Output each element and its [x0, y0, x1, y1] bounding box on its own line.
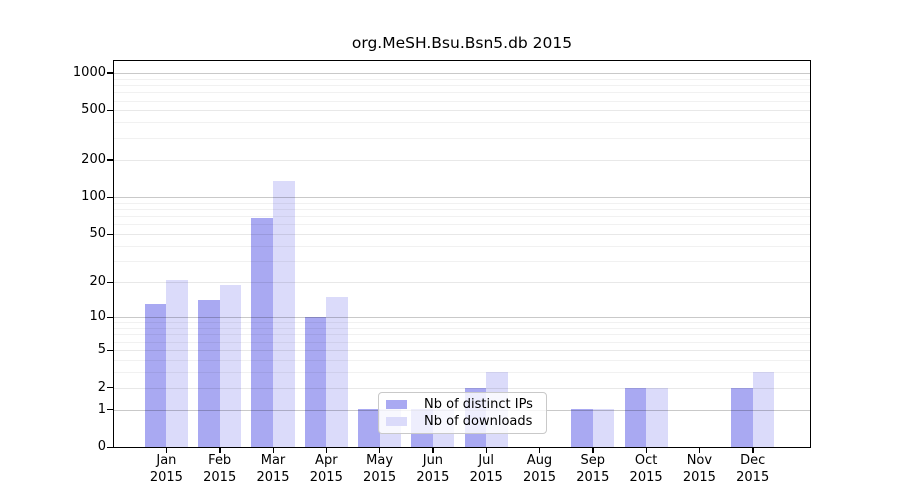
gridline [114, 371, 810, 373]
x-tick-mark [485, 448, 488, 453]
y-tick-mark [107, 109, 113, 112]
gridline [114, 84, 810, 86]
gridline [114, 261, 810, 262]
gridline [114, 100, 810, 102]
gridline [114, 359, 810, 361]
bar-downloads-jan [166, 279, 188, 447]
x-tick-mark [165, 448, 168, 453]
y-tick-label: 5 [97, 342, 106, 357]
chart-title: org.MeSH.Bsu.Bsn5.db 2015 [351, 34, 573, 52]
x-tick-label: Sep 2015 [576, 453, 610, 485]
bar-downloads-sep [592, 409, 615, 447]
y-tick-mark [107, 196, 113, 198]
bar-downloads-dec [752, 371, 775, 447]
x-tick-mark [379, 448, 381, 453]
bar-ips-may [358, 409, 380, 447]
y-tick-mark [107, 159, 113, 161]
y-tick-label: 200 [81, 151, 106, 167]
gridline [114, 137, 810, 139]
bar-ips-oct [624, 387, 647, 447]
x-tick-label: Jun 2015 [416, 453, 450, 485]
gridline [114, 282, 810, 284]
x-tick-mark [272, 448, 274, 453]
y-tick-mark [107, 233, 113, 235]
y-tick-label: 500 [81, 102, 106, 118]
legend-label-distinct-ips: Nb of distinct IPs [424, 397, 533, 412]
y-tick-label: 50 [89, 226, 106, 242]
gridline [114, 122, 810, 124]
gridline [114, 78, 810, 80]
legend-swatch-distinct-ips [386, 400, 407, 409]
x-tick-label: Mar 2015 [256, 453, 290, 485]
gridline [114, 159, 810, 161]
gridlines-layer [114, 61, 810, 447]
x-tick-label: Feb 2015 [203, 453, 237, 485]
gridline [114, 216, 810, 218]
x-tick-label: Dec 2015 [736, 453, 770, 485]
x-tick-mark [432, 448, 434, 453]
gridline [114, 322, 810, 324]
x-tick-label: Jul 2015 [469, 453, 503, 485]
bar-ips-apr [304, 317, 327, 447]
gridline [114, 197, 810, 199]
x-tick-label: Oct 2015 [629, 453, 663, 485]
y-tick-mark [107, 316, 113, 318]
gridline [114, 209, 810, 210]
x-tick-label: Jan 2015 [149, 453, 183, 485]
x-tick-mark [752, 448, 754, 453]
y-tick-label: 2 [97, 379, 106, 395]
gridline [114, 72, 810, 74]
y-tick-label: 0 [97, 439, 106, 454]
bar-downloads-mar [273, 180, 295, 447]
y-tick-label: 20 [89, 274, 106, 290]
gridline [114, 350, 810, 351]
y-tick-label: 1 [97, 401, 106, 417]
y-tick-mark [107, 349, 113, 351]
gridline [114, 387, 810, 389]
bar-ips-jan [144, 304, 167, 447]
gridline [114, 224, 810, 226]
gridline [114, 328, 810, 329]
y-tick-mark [107, 387, 113, 389]
bar-ips-dec [731, 387, 753, 447]
x-tick-mark [219, 448, 221, 453]
gridline [114, 202, 810, 204]
x-tick-mark [592, 448, 594, 453]
bar-downloads-feb [219, 284, 242, 447]
gridline [114, 334, 810, 336]
bar-ips-sep [571, 409, 593, 447]
gridline [114, 245, 810, 247]
x-tick-mark [645, 448, 647, 453]
legend-item-distinct-ips: Nb of distinct IPs [386, 397, 538, 412]
x-tick-label: Aug 2015 [522, 453, 557, 485]
y-tick-label: 1000 [72, 64, 106, 80]
x-tick-label: May 2015 [363, 453, 397, 485]
x-tick-label: Apr 2015 [309, 453, 343, 485]
y-tick-mark [107, 446, 113, 448]
bar-downloads-oct [646, 387, 668, 447]
y-tick-mark [107, 72, 113, 74]
legend-label-downloads: Nb of downloads [424, 414, 533, 429]
legend: Nb of distinct IPs Nb of downloads [378, 392, 547, 434]
bar-ips-mar [251, 217, 273, 447]
gridline [114, 92, 810, 94]
legend-item-downloads: Nb of downloads [386, 414, 538, 429]
bar-ips-feb [198, 300, 220, 447]
gridline [114, 110, 810, 112]
gridline [114, 317, 810, 319]
plot-area [113, 60, 811, 448]
gridline [114, 234, 810, 236]
y-tick-mark [107, 409, 113, 411]
bar-downloads-apr [326, 296, 348, 447]
x-tick-mark [539, 448, 541, 453]
x-tick-mark [325, 448, 328, 453]
gridline [114, 341, 810, 343]
x-tick-mark [698, 448, 701, 453]
y-tick-label: 10 [89, 309, 106, 325]
legend-swatch-downloads [386, 417, 407, 426]
y-tick-label: 100 [81, 189, 106, 205]
x-tick-label: Nov 2015 [682, 453, 716, 485]
y-tick-mark [107, 281, 113, 283]
